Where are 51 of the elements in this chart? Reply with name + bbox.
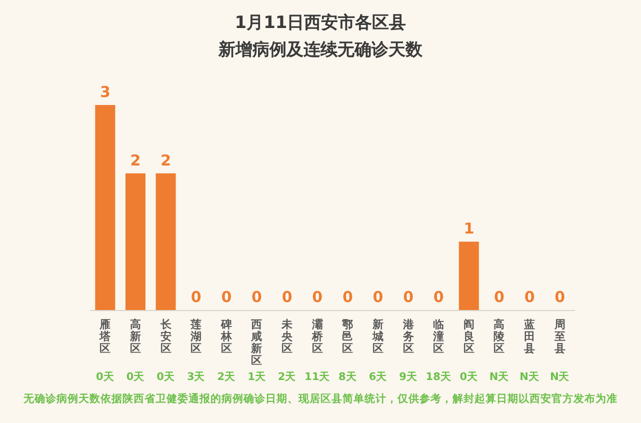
x-tick-label: 蓝田县: [523, 318, 536, 355]
x-tick-label: 西咸新区: [250, 318, 262, 367]
data-label: 0: [433, 288, 444, 306]
text: N天: [489, 371, 510, 383]
x-tick-label: 临潼区: [432, 318, 444, 355]
text: 6天: [368, 371, 388, 383]
x-tick-label: 周至县: [553, 318, 566, 355]
x-tick-label: 高陵区: [494, 318, 505, 355]
data-label: 2: [130, 151, 141, 170]
text: 无确诊病例天数依据陕西省卫健委通报的病例确诊日期、现居区县简单统计，仅供参考，解封起算日期以西安官方发布为准: [22, 392, 618, 405]
text: 2天: [217, 371, 236, 383]
x-tick-label: 碑林区: [220, 318, 233, 355]
text: 0天: [460, 371, 478, 383]
x-tick-label: 灞桥区: [310, 318, 324, 355]
data-label: 3: [100, 83, 110, 101]
x-tick-label: 长安区: [159, 318, 172, 355]
data-label: 0: [221, 288, 232, 306]
text: N天: [550, 371, 570, 383]
data-label: 0: [524, 288, 535, 306]
text: 0天: [126, 371, 145, 383]
text: 8天: [338, 371, 357, 383]
x-tick-label: 新城区: [371, 318, 384, 355]
x-tick-label: 莲湖区: [190, 318, 202, 355]
data-label: 0: [494, 288, 504, 306]
x-tick-label: 阎良区: [463, 318, 474, 355]
data-label: 2: [160, 151, 171, 170]
data-label: 0: [372, 288, 384, 306]
data-label: 0: [282, 288, 292, 306]
chart-subtitle: 新增病例及连续无确诊天数: [218, 40, 424, 60]
text: 9天: [399, 371, 418, 383]
text: 11天: [304, 371, 330, 383]
text: 0天: [96, 371, 114, 383]
text: 2天: [278, 371, 296, 383]
x-tick-label: 未央区: [280, 318, 294, 355]
x-tick-label: 港务区: [402, 318, 415, 355]
data-label: 0: [403, 288, 414, 306]
text: 18天: [426, 371, 452, 383]
text: 1天: [248, 371, 266, 383]
text: 0天: [156, 371, 175, 383]
data-label: 0: [312, 288, 323, 306]
chart-title: 1月11日西安市各区县: [234, 13, 406, 33]
data-label: 1: [464, 220, 474, 238]
data-label: 0: [554, 288, 566, 306]
data-label: 0: [342, 288, 353, 306]
text: 3天: [186, 371, 206, 383]
data-label: 0: [190, 288, 202, 306]
x-tick-label: 雁塔区: [98, 318, 112, 355]
text: N天: [520, 371, 540, 383]
x-tick-label: 鄠邑区: [342, 318, 354, 355]
data-label: 0: [252, 288, 262, 306]
x-tick-label: 高新区: [128, 318, 141, 355]
